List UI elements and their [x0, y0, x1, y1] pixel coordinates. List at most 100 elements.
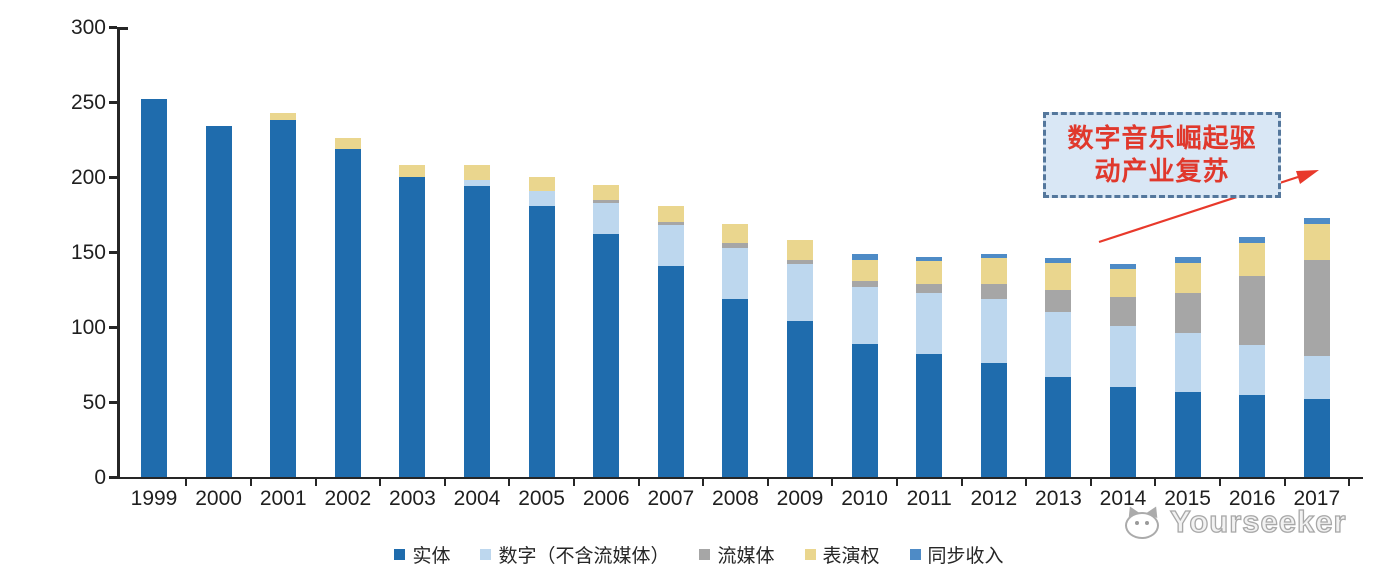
legend-swatch-icon — [480, 549, 492, 560]
bar-segment-数字（不含流媒体）-2005 — [528, 190, 555, 206]
bar-segment-同步收入-2012 — [980, 253, 1007, 258]
bar-segment-流媒体-2008 — [722, 243, 749, 248]
bar-segment-表演权-2013 — [1045, 262, 1072, 290]
bar-segment-表演权-2012 — [980, 258, 1007, 284]
x-axis-label: 2000 — [195, 487, 242, 510]
y-axis-label: 300 — [70, 15, 106, 39]
bar-segment-表演权-2002 — [334, 138, 361, 149]
bar-segment-同步收入-2016 — [1239, 237, 1266, 243]
legend-swatch-icon — [394, 549, 406, 560]
bar-segment-数字（不含流媒体）-2013 — [1045, 312, 1072, 377]
y-axis-tick — [109, 176, 117, 179]
bar-segment-实体-2011 — [916, 354, 943, 477]
y-axis-label: 250 — [70, 90, 106, 114]
bar-segment-实体-2004 — [464, 186, 490, 477]
bar-segment-流媒体-2016 — [1239, 276, 1266, 345]
y-axis-label: 0 — [94, 465, 106, 489]
bar-segment-表演权-2015 — [1174, 262, 1201, 293]
annotation-text-line2: 动产业复苏 — [1094, 157, 1230, 186]
logo-eye-left — [1135, 521, 1139, 525]
x-axis-label: 2009 — [776, 487, 824, 510]
bar-segment-流媒体-2014 — [1110, 297, 1136, 326]
bar-segment-表演权-2008 — [722, 223, 749, 243]
legend-item: 表演权 — [804, 541, 880, 568]
bar-segment-流媒体-2011 — [916, 283, 943, 293]
y-axis-tick — [109, 401, 117, 404]
x-axis-tick — [249, 479, 252, 486]
bar-segment-数字（不含流媒体）-2008 — [722, 247, 749, 299]
bar-segment-同步收入-2017 — [1303, 217, 1330, 224]
bar-segment-数字（不含流媒体）-2004 — [464, 180, 490, 186]
bar-segment-实体-2012 — [980, 363, 1007, 477]
bar-segment-实体-2003 — [399, 177, 426, 477]
bar-segment-表演权-2007 — [657, 205, 684, 222]
bar-segment-数字（不含流媒体）-2010 — [851, 286, 878, 344]
y-axis-tick — [109, 101, 117, 104]
bar-segment-流媒体-2009 — [787, 259, 813, 264]
x-axis-label: 2010 — [841, 487, 888, 510]
bar-segment-实体-2016 — [1239, 394, 1266, 477]
x-axis-label: 2005 — [518, 487, 565, 510]
bar-segment-流媒体-2015 — [1174, 292, 1201, 333]
bar-segment-实体-2007 — [657, 265, 684, 477]
bar-segment-表演权-2014 — [1110, 268, 1136, 297]
bar-segment-表演权-2011 — [916, 261, 943, 284]
bar-segment-同步收入-2015 — [1174, 256, 1201, 263]
y-axis-tick — [109, 26, 117, 29]
bar-segment-表演权-2003 — [399, 165, 426, 177]
bar-segment-数字（不含流媒体）-2014 — [1110, 325, 1136, 387]
legend-label: 同步收入 — [927, 546, 1004, 567]
x-axis-tick — [1283, 479, 1286, 486]
logo-face — [1125, 512, 1159, 539]
y-axis-line — [117, 27, 120, 477]
bar-segment-数字（不含流媒体）-2015 — [1174, 333, 1201, 392]
x-axis-label: 2011 — [906, 487, 952, 510]
bar-segment-实体-2010 — [851, 343, 878, 477]
legend-swatch-icon — [699, 549, 711, 560]
bar-segment-实体-2013 — [1045, 376, 1072, 477]
x-axis-tick — [379, 479, 382, 486]
legend-label: 数字（不含流媒体） — [498, 546, 670, 567]
legend-label: 流媒体 — [717, 546, 775, 567]
bar-segment-实体-2000 — [205, 126, 232, 477]
x-axis-label: 1999 — [130, 487, 178, 510]
y-axis-tick — [109, 251, 117, 254]
x-axis-label: 2013 — [1035, 487, 1082, 510]
x-axis-tick — [960, 479, 963, 486]
y-axis-label: 200 — [70, 165, 106, 189]
x-axis-label: 2014 — [1099, 487, 1147, 510]
x-axis-label: 2002 — [324, 487, 372, 510]
bar-segment-表演权-2009 — [787, 240, 813, 260]
x-axis-label: 2015 — [1164, 487, 1211, 510]
legend-swatch-icon — [804, 549, 816, 560]
bar-segment-实体-2015 — [1174, 391, 1201, 477]
x-axis-label: 2003 — [389, 487, 436, 510]
bar-segment-实体-2002 — [334, 148, 361, 477]
bar-segment-表演权-2001 — [270, 112, 297, 120]
x-axis-tick — [443, 479, 446, 486]
bar-segment-数字（不含流媒体）-2006 — [593, 202, 620, 234]
bar-segment-表演权-2016 — [1239, 243, 1266, 276]
x-axis-tick — [895, 479, 898, 486]
bar-segment-实体-2001 — [270, 120, 297, 477]
bar-segment-实体-2008 — [722, 298, 749, 477]
annotation-text-line1: 数字音乐崛起驱 — [1067, 124, 1257, 153]
bar-segment-表演权-2004 — [464, 165, 490, 180]
bar-segment-数字（不含流媒体）-2009 — [787, 264, 813, 321]
bar-segment-实体-2005 — [528, 205, 555, 477]
legend-label: 实体 — [412, 546, 451, 567]
x-axis-tick — [831, 479, 834, 486]
bar-segment-数字（不含流媒体）-2017 — [1303, 355, 1330, 399]
bar-segment-数字（不含流媒体）-2007 — [657, 225, 684, 266]
x-axis-label: 2017 — [1293, 487, 1341, 510]
bar-segment-实体-2009 — [787, 321, 813, 477]
legend-item: 实体 — [394, 541, 450, 568]
x-axis-label: 2008 — [712, 487, 759, 510]
y-axis-tick — [109, 476, 117, 479]
y-axis-tick — [109, 326, 117, 329]
bar-segment-数字（不含流媒体）-2011 — [916, 292, 943, 354]
legend-swatch-icon — [909, 549, 921, 560]
legend-item: 同步收入 — [909, 541, 1004, 568]
x-axis-tick — [185, 479, 188, 486]
legend-label: 表演权 — [822, 546, 880, 567]
